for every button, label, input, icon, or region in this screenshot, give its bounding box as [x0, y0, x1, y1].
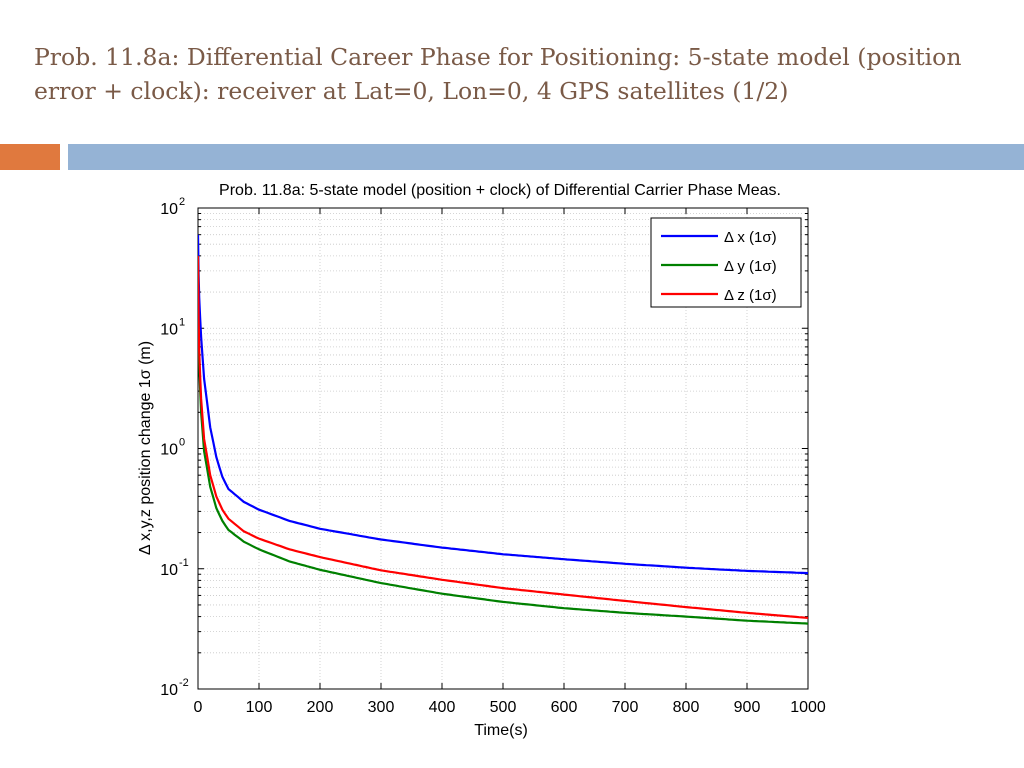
slide-title: Prob. 11.8a: Differential Career Phase f… — [34, 43, 962, 105]
x-tick-label: 400 — [429, 699, 456, 716]
y-axis-label: Δ x,y,z position change 1σ (m) — [137, 341, 154, 555]
legend-label: Δ z (1σ) — [724, 287, 777, 304]
y-tick-base: 10 — [160, 682, 178, 699]
axis-ticks — [198, 208, 808, 689]
y-tick-exponent: 2 — [179, 196, 185, 208]
x-tick-label: 300 — [368, 699, 395, 716]
series-line-3 — [198, 255, 808, 619]
x-tick-label: 100 — [246, 699, 273, 716]
y-tick-label: 10 -1 — [160, 557, 189, 579]
x-tick-labels: 0 100 200 300 400 500 600 700 800 900 1000 — [194, 699, 826, 716]
legend: Δ x (1σ) Δ y (1σ) Δ z (1σ) — [650, 217, 802, 308]
y-tick-label: 10 2 — [160, 196, 185, 218]
x-tick-label: 0 — [194, 699, 203, 716]
accent-bar-orange — [0, 144, 60, 170]
y-tick-base: 10 — [160, 562, 178, 579]
y-tick-base: 10 — [160, 321, 178, 338]
series-line-1 — [198, 234, 808, 575]
x-tick-label: 900 — [734, 699, 761, 716]
y-tick-exponent: -2 — [179, 677, 189, 689]
x-tick-label: 200 — [307, 699, 334, 716]
y-tick-base: 10 — [160, 442, 178, 459]
x-tick-label: 1000 — [790, 699, 826, 716]
y-tick-exponent: 1 — [179, 316, 185, 328]
chart-title: Prob. 11.8a: 5-state model (position + c… — [219, 182, 781, 199]
legend-label: Δ y (1σ) — [724, 258, 777, 275]
x-tick-label: 600 — [551, 699, 578, 716]
x-tick-label: 500 — [490, 699, 517, 716]
x-axis-label: Time(s) — [474, 722, 528, 739]
legend-box — [650, 217, 802, 308]
grid — [198, 208, 808, 689]
y-tick-base: 10 — [160, 201, 178, 218]
y-tick-exponent: 0 — [179, 437, 185, 449]
legend-label: Δ x (1σ) — [724, 229, 777, 246]
accent-bar-blue — [68, 144, 1024, 170]
y-tick-label: 10 -2 — [160, 677, 189, 699]
series-lines — [198, 234, 808, 625]
series-line-2 — [198, 270, 808, 625]
y-tick-label: 10 1 — [160, 316, 185, 338]
x-tick-label: 800 — [673, 699, 700, 716]
y-tick-label: 10 0 — [160, 437, 185, 459]
x-tick-label: 700 — [612, 699, 639, 716]
y-tick-exponent: -1 — [179, 557, 189, 569]
